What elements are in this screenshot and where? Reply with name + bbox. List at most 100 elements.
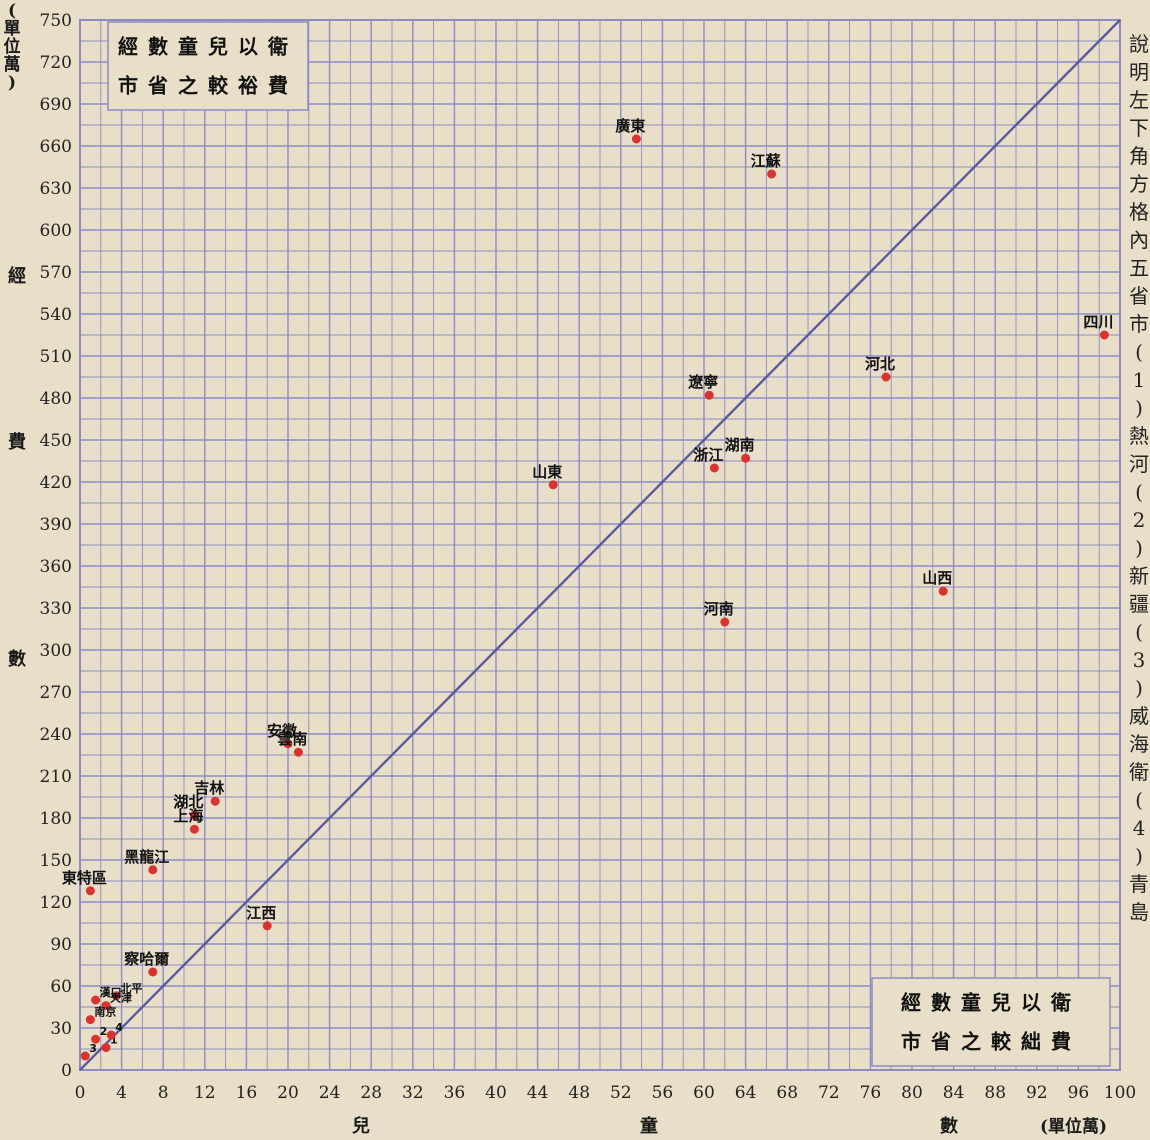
data-point-label: 安徽 bbox=[267, 722, 298, 740]
x-tick-label: 36 bbox=[444, 1083, 466, 1103]
label-char: 五 bbox=[1129, 256, 1149, 280]
label-char: 熱 bbox=[1129, 424, 1149, 448]
y-tick-label: 450 bbox=[40, 431, 72, 451]
x-tick-label: 48 bbox=[568, 1083, 590, 1103]
label-char: 疆 bbox=[1129, 592, 1149, 616]
y-axis-label-char: 數 bbox=[8, 649, 26, 670]
data-point-label: 南京 bbox=[94, 1005, 116, 1019]
label-char: 1 bbox=[1132, 368, 1146, 392]
data-point bbox=[881, 372, 891, 382]
x-tick-label: 28 bbox=[360, 1083, 382, 1103]
data-point bbox=[631, 134, 641, 144]
side-note: 說明 左下角方格內五省市 (1) 熱河 (2) 新疆 (3) 威海衛 (4) 青島 bbox=[1128, 30, 1150, 926]
label-char: 4 bbox=[1132, 816, 1146, 840]
title-box-bottom-frame bbox=[871, 977, 1111, 1067]
data-point-label: 雲南 bbox=[277, 730, 307, 748]
reference-diagonal-line bbox=[79, 19, 1121, 1071]
x-tick-label: 76 bbox=[860, 1083, 882, 1103]
data-point bbox=[80, 1051, 90, 1061]
data-point bbox=[548, 480, 558, 490]
data-point-label: 江西 bbox=[246, 904, 276, 922]
label-char: 說 bbox=[1129, 32, 1149, 56]
y-tick-label: 180 bbox=[40, 809, 72, 829]
y-tick-label: 90 bbox=[50, 935, 72, 955]
data-point bbox=[101, 1001, 111, 1011]
y-tick-label: 720 bbox=[40, 53, 72, 73]
y-tick-label: 300 bbox=[40, 641, 72, 661]
title-box-bottom-line2: 市省之較絀費 bbox=[901, 1029, 1081, 1053]
data-point bbox=[210, 796, 220, 806]
y-tick-label: 510 bbox=[40, 347, 72, 367]
data-point bbox=[111, 991, 121, 1001]
data-point bbox=[767, 169, 777, 179]
data-point bbox=[704, 390, 714, 400]
x-tick-label: 24 bbox=[319, 1083, 341, 1103]
y-tick-label: 0 bbox=[61, 1061, 72, 1081]
y-unit-label: (單位萬) bbox=[0, 2, 24, 92]
y-tick-label: 60 bbox=[50, 977, 72, 997]
x-tick-label: 32 bbox=[402, 1083, 424, 1103]
x-tick-label: 44 bbox=[527, 1083, 549, 1103]
data-point bbox=[293, 747, 303, 757]
label-char: ( bbox=[7, 1, 17, 21]
label-char: 明 bbox=[1129, 60, 1149, 84]
label-char: 2 bbox=[1132, 508, 1146, 532]
label-char: ( bbox=[1135, 620, 1143, 644]
data-point bbox=[85, 886, 95, 896]
y-tick-label: 120 bbox=[40, 893, 72, 913]
label-char: ( bbox=[1135, 480, 1143, 504]
label-char: 單 bbox=[3, 19, 21, 39]
x-tick-label: 12 bbox=[194, 1083, 216, 1103]
y-tick-label: 570 bbox=[40, 263, 72, 283]
data-point-label: 黑龍江 bbox=[124, 848, 169, 866]
y-tick-label: 360 bbox=[40, 557, 72, 577]
label-char: ) bbox=[1135, 536, 1143, 560]
data-point bbox=[189, 824, 199, 834]
label-char: 角 bbox=[1129, 144, 1149, 168]
label-char: 海 bbox=[1129, 732, 1149, 756]
title-box-top-frame bbox=[107, 21, 309, 111]
y-tick-label: 420 bbox=[40, 473, 72, 493]
data-point-label: 上海 bbox=[173, 807, 203, 825]
data-point-label: 湖北 bbox=[173, 793, 203, 811]
label-char: 下 bbox=[1129, 116, 1149, 140]
y-tick-label: 210 bbox=[40, 767, 72, 787]
data-point bbox=[91, 995, 101, 1005]
y-tick-label: 270 bbox=[40, 683, 72, 703]
y-axis-label-char: 費 bbox=[8, 432, 26, 453]
x-tick-label: 88 bbox=[984, 1083, 1006, 1103]
label-char: 萬 bbox=[3, 55, 21, 75]
x-tick-label: 8 bbox=[158, 1083, 169, 1103]
label-char: 青 bbox=[1129, 872, 1149, 896]
data-point bbox=[720, 617, 730, 627]
data-point-label: 河南 bbox=[704, 600, 734, 618]
x-tick-label: 4 bbox=[116, 1083, 127, 1103]
data-point-label: 江蘇 bbox=[751, 152, 781, 170]
y-tick-label: 750 bbox=[40, 11, 72, 31]
data-point bbox=[106, 1030, 116, 1040]
label-char: 威 bbox=[1129, 704, 1149, 728]
label-char: ) bbox=[1135, 844, 1143, 868]
x-tick-label: 92 bbox=[1026, 1083, 1048, 1103]
x-tick-label: 56 bbox=[652, 1083, 674, 1103]
x-axis-label-char: 兒 bbox=[352, 1116, 370, 1137]
y-tick-label: 240 bbox=[40, 725, 72, 745]
x-tick-label: 84 bbox=[943, 1083, 965, 1103]
label-char: 方 bbox=[1129, 172, 1149, 196]
data-point-label: 漢口 bbox=[100, 985, 122, 999]
y-tick-label: 390 bbox=[40, 515, 72, 535]
x-tick-label: 16 bbox=[236, 1083, 258, 1103]
data-point bbox=[709, 463, 719, 473]
data-point bbox=[189, 810, 199, 820]
data-point-label: 天津 bbox=[110, 991, 132, 1005]
data-point bbox=[1099, 330, 1109, 340]
x-tick-label: 100 bbox=[1104, 1083, 1136, 1103]
data-point-label: 山西 bbox=[922, 569, 952, 587]
title-box-top-line2: 市省之較裕費 bbox=[118, 73, 298, 97]
data-point-label: 4 bbox=[115, 1021, 123, 1034]
x-tick-label: 0 bbox=[75, 1083, 86, 1103]
label-char: 左 bbox=[1129, 88, 1149, 112]
y-tick-label: 30 bbox=[50, 1019, 72, 1039]
